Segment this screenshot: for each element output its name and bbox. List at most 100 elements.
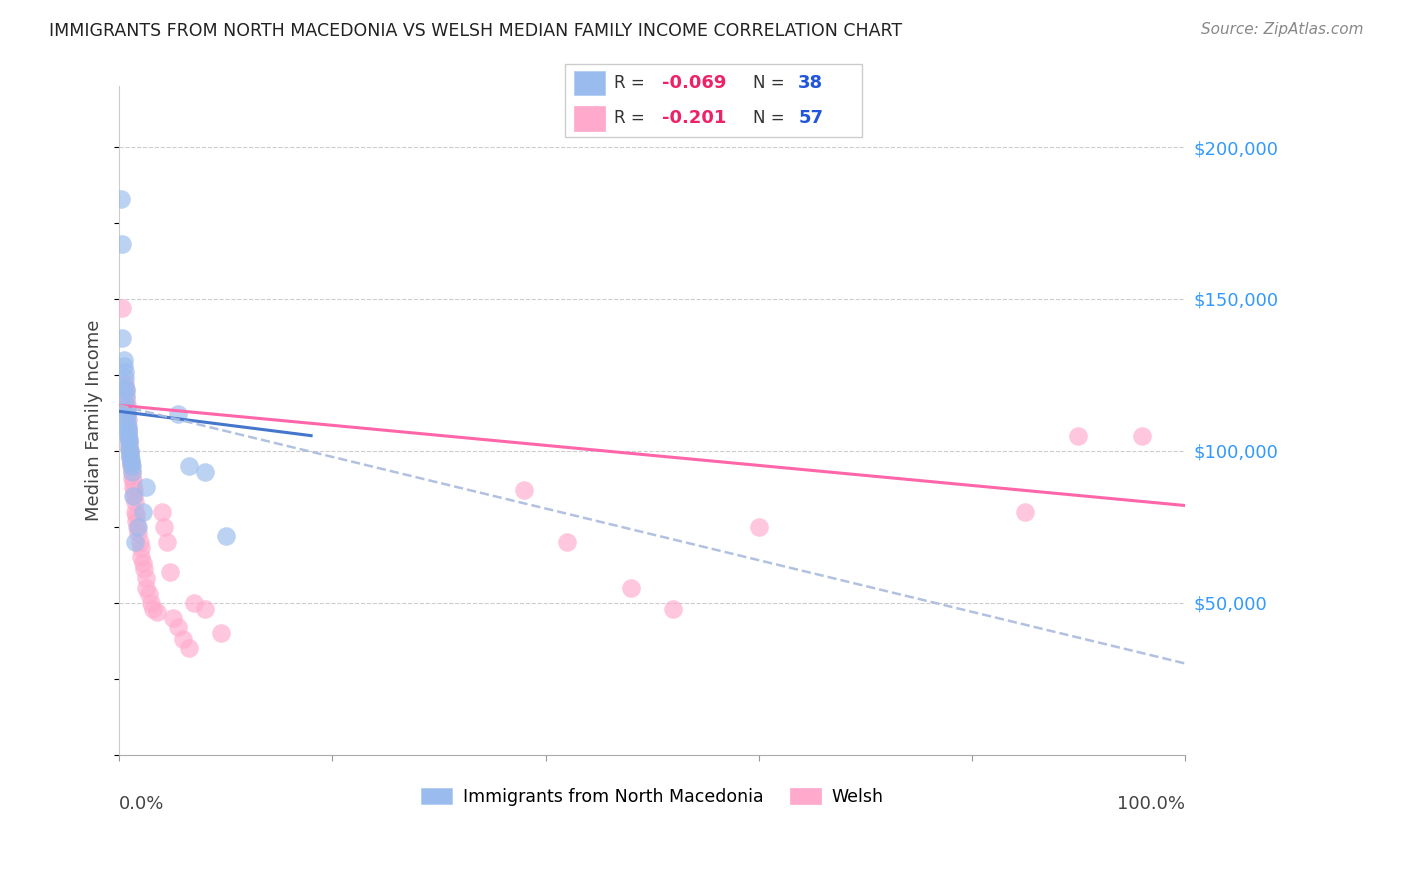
- Point: [115, 417, 138, 431]
- Text: -0.069: -0.069: [662, 74, 727, 92]
- Point: [122, 489, 145, 503]
- Text: -0.201: -0.201: [662, 109, 727, 127]
- Point: [118, 441, 141, 455]
- Point: [118, 434, 141, 449]
- Point: [145, 605, 167, 619]
- Point: [193, 601, 215, 615]
- Point: [118, 441, 141, 455]
- Point: [118, 443, 141, 458]
- Point: [193, 465, 215, 479]
- Point: [120, 456, 142, 470]
- Text: Source: ZipAtlas.com: Source: ZipAtlas.com: [1201, 22, 1364, 37]
- Point: [135, 581, 157, 595]
- Point: [124, 495, 146, 509]
- Point: [121, 465, 143, 479]
- Point: [115, 398, 138, 412]
- Point: [117, 419, 139, 434]
- Point: [167, 408, 190, 422]
- Text: 100.0%: 100.0%: [1116, 795, 1185, 813]
- Point: [114, 377, 136, 392]
- Point: [662, 601, 685, 615]
- Text: R =: R =: [614, 109, 650, 127]
- Point: [117, 425, 139, 440]
- Point: [132, 562, 155, 576]
- Point: [135, 571, 157, 585]
- Point: [117, 428, 139, 442]
- Point: [118, 434, 141, 449]
- Point: [122, 474, 145, 488]
- Point: [555, 535, 578, 549]
- Point: [114, 389, 136, 403]
- Point: [111, 237, 134, 252]
- Point: [118, 450, 141, 464]
- Point: [159, 566, 181, 580]
- Point: [128, 535, 150, 549]
- Point: [129, 541, 152, 555]
- Point: [111, 301, 134, 315]
- Point: [156, 535, 179, 549]
- Point: [177, 458, 200, 473]
- Text: 0.0%: 0.0%: [120, 795, 165, 813]
- Point: [132, 505, 155, 519]
- FancyBboxPatch shape: [575, 106, 605, 130]
- Point: [153, 520, 176, 534]
- FancyBboxPatch shape: [565, 64, 862, 136]
- FancyBboxPatch shape: [575, 70, 605, 95]
- Y-axis label: Median Family Income: Median Family Income: [86, 319, 103, 521]
- Point: [1067, 428, 1090, 442]
- Point: [122, 483, 145, 498]
- Point: [114, 392, 136, 407]
- Legend: Immigrants from North Macedonia, Welsh: Immigrants from North Macedonia, Welsh: [415, 780, 890, 813]
- Point: [117, 413, 139, 427]
- Point: [135, 480, 157, 494]
- Point: [209, 626, 232, 640]
- Point: [120, 456, 142, 470]
- Point: [183, 596, 205, 610]
- Point: [114, 383, 136, 397]
- Point: [115, 408, 138, 422]
- Point: [122, 480, 145, 494]
- Point: [215, 529, 238, 543]
- Point: [118, 443, 141, 458]
- Point: [115, 404, 138, 418]
- Point: [177, 641, 200, 656]
- Text: 38: 38: [799, 74, 824, 92]
- Point: [114, 383, 136, 397]
- Point: [118, 450, 141, 464]
- Point: [122, 489, 145, 503]
- Point: [127, 520, 149, 534]
- Point: [121, 471, 143, 485]
- Point: [1014, 505, 1036, 519]
- Text: N =: N =: [752, 74, 790, 92]
- Text: IMMIGRANTS FROM NORTH MACEDONIA VS WELSH MEDIAN FAMILY INCOME CORRELATION CHART: IMMIGRANTS FROM NORTH MACEDONIA VS WELSH…: [49, 22, 903, 40]
- Point: [115, 410, 138, 425]
- Point: [111, 331, 134, 345]
- Point: [117, 428, 139, 442]
- Point: [112, 352, 135, 367]
- Text: R =: R =: [614, 74, 650, 92]
- Point: [162, 611, 184, 625]
- Point: [114, 398, 136, 412]
- Point: [121, 465, 143, 479]
- Point: [1132, 428, 1154, 442]
- Point: [118, 432, 141, 446]
- Point: [138, 586, 160, 600]
- Point: [124, 535, 146, 549]
- Point: [117, 423, 139, 437]
- Point: [114, 371, 136, 385]
- Point: [127, 525, 149, 540]
- Point: [142, 601, 165, 615]
- Point: [120, 458, 142, 473]
- Point: [114, 380, 136, 394]
- Point: [132, 556, 155, 570]
- Point: [125, 514, 148, 528]
- Point: [110, 192, 132, 206]
- Point: [127, 520, 149, 534]
- Point: [150, 505, 173, 519]
- Text: N =: N =: [752, 109, 790, 127]
- Text: 57: 57: [799, 109, 823, 127]
- Point: [114, 365, 136, 379]
- Point: [118, 447, 141, 461]
- Point: [125, 508, 148, 522]
- Point: [115, 408, 138, 422]
